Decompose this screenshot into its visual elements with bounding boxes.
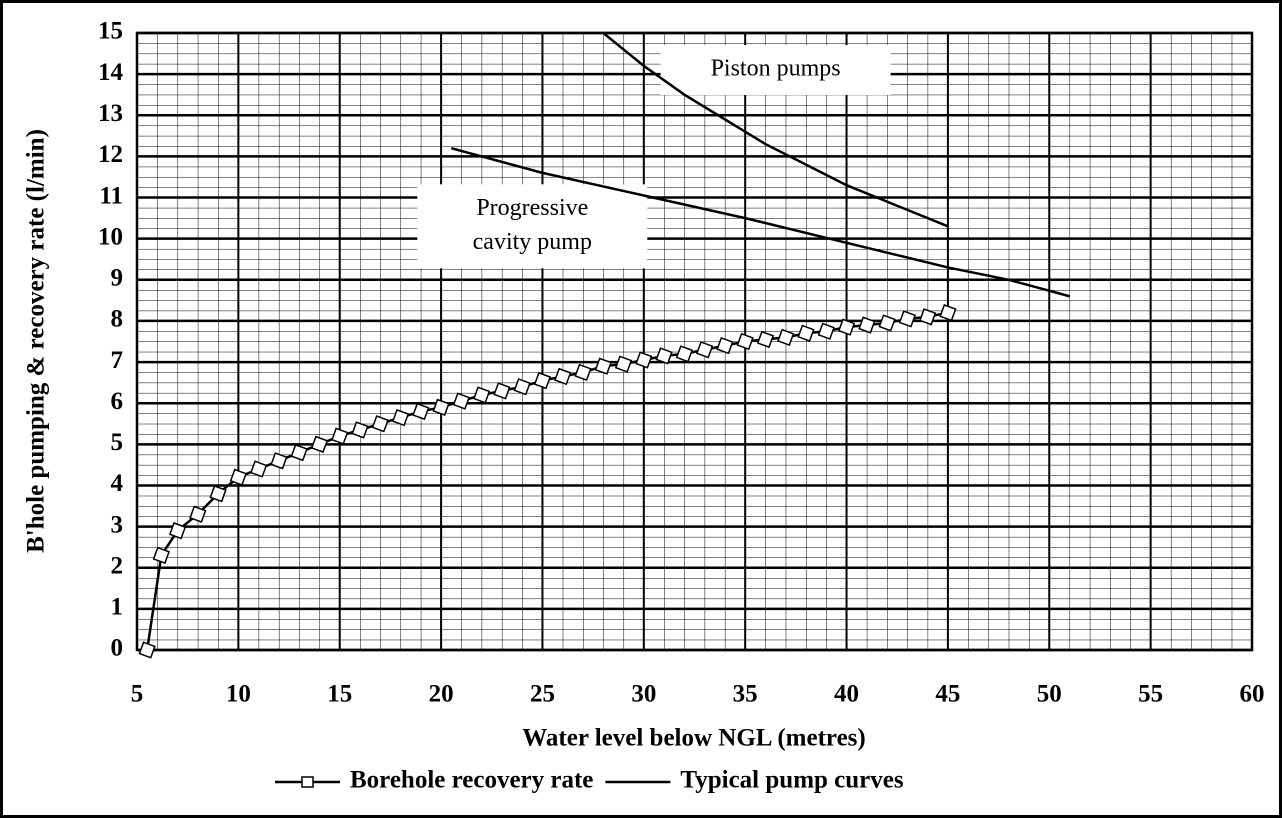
marker xyxy=(331,427,349,445)
x-axis-label: Water level below NGL (metres) xyxy=(522,725,865,752)
marker xyxy=(513,378,531,396)
marker xyxy=(878,314,896,332)
y-tick-label: 2 xyxy=(111,552,124,579)
marker xyxy=(817,322,835,340)
marker xyxy=(371,415,389,433)
marker xyxy=(837,318,856,336)
y-tick-label: 8 xyxy=(111,306,124,333)
marker xyxy=(777,328,795,347)
annotation: Progressive xyxy=(476,195,588,221)
marker xyxy=(310,435,329,453)
x-tick-label: 45 xyxy=(935,681,960,708)
annotation-box xyxy=(417,184,648,269)
marker xyxy=(168,522,187,540)
annotation: Piston pumps xyxy=(711,56,841,82)
marker xyxy=(574,363,592,382)
marker xyxy=(858,316,876,334)
marker xyxy=(655,347,673,365)
marker xyxy=(432,398,450,416)
marker xyxy=(918,308,937,326)
y-axis-label: B'hole pumping & recovery rate (l/min) xyxy=(23,129,50,553)
x-tick-label: 25 xyxy=(530,681,555,708)
y-tick-label: 12 xyxy=(98,141,123,168)
marker xyxy=(472,386,491,404)
plot-border xyxy=(135,31,1254,652)
marker xyxy=(614,355,633,373)
x-tick-label: 20 xyxy=(429,681,454,708)
marker xyxy=(452,392,471,410)
x-tick-label: 10 xyxy=(226,681,251,708)
y-tick-label: 14 xyxy=(98,59,124,86)
marker xyxy=(152,546,170,565)
y-tick-label: 13 xyxy=(98,100,123,127)
marker xyxy=(594,357,612,375)
marker xyxy=(939,304,957,322)
marker xyxy=(391,408,410,427)
x-tick-label: 35 xyxy=(733,681,758,708)
marker xyxy=(249,460,268,478)
x-tick-label: 55 xyxy=(1138,681,1163,708)
marker xyxy=(635,351,653,369)
minor-grid xyxy=(137,33,1252,650)
annotation: cavity pump xyxy=(473,229,592,255)
marker xyxy=(351,421,369,439)
marker xyxy=(138,641,156,659)
marker xyxy=(493,382,511,400)
marker xyxy=(675,345,694,363)
y-tick-label: 7 xyxy=(111,347,124,374)
marker xyxy=(736,332,754,351)
y-tick-label: 5 xyxy=(111,429,124,456)
x-tick-label: 15 xyxy=(327,681,352,708)
y-tick-label: 9 xyxy=(111,265,124,292)
marker xyxy=(797,324,815,342)
marker xyxy=(270,452,288,470)
x-tick-label: 5 xyxy=(131,681,144,708)
legend-marker xyxy=(301,776,314,788)
marker xyxy=(412,402,430,421)
marker xyxy=(209,485,227,503)
y-tick-label: 11 xyxy=(99,182,123,209)
y-tick-label: 1 xyxy=(111,594,124,621)
marker xyxy=(898,310,917,328)
x-tick-label: 30 xyxy=(631,681,656,708)
legend-text: Typical pump curves xyxy=(680,767,903,794)
marker xyxy=(695,341,714,359)
x-tick-label: 40 xyxy=(834,681,859,708)
annotation-box xyxy=(660,45,891,96)
y-tick-label: 0 xyxy=(111,635,124,662)
x-tick-label: 60 xyxy=(1240,681,1265,708)
marker xyxy=(554,367,572,386)
y-tick-label: 10 xyxy=(98,223,123,250)
marker xyxy=(756,330,775,349)
y-tick-label: 4 xyxy=(111,470,124,497)
y-tick-label: 6 xyxy=(111,388,124,415)
marker xyxy=(290,443,308,462)
marker xyxy=(229,468,248,486)
marker xyxy=(533,371,552,390)
x-tick-label: 50 xyxy=(1037,681,1062,708)
marker xyxy=(716,336,734,355)
series-line xyxy=(450,32,1070,298)
y-tick-label: 3 xyxy=(111,511,124,538)
marker xyxy=(189,505,207,523)
y-tick-label: 15 xyxy=(98,18,123,45)
legend-text: Borehole recovery rate xyxy=(350,767,593,794)
